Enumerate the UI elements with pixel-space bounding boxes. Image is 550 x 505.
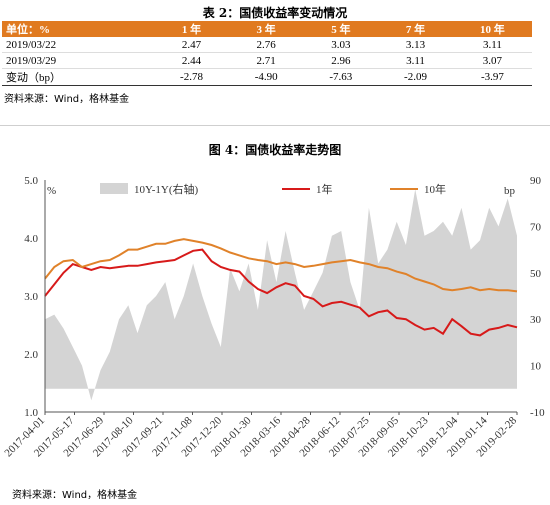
table-row: 2019/03/29 2.44 2.71 2.96 3.11 3.07	[2, 52, 532, 69]
table-row: 2019/03/22 2.47 2.76 3.03 3.13 3.11	[2, 37, 532, 53]
table-cell: -7.63	[303, 68, 379, 86]
left-tick-label: 5.0	[24, 175, 38, 187]
chart-title: 图 4：国债收益率走势图	[208, 143, 342, 157]
table-cell: 2.44	[154, 52, 229, 69]
header-cell: 3 年	[228, 21, 304, 37]
header-cell: 单位：%	[2, 21, 155, 37]
header-cell: 5 年	[303, 21, 379, 37]
table-cell: 2.71	[228, 52, 304, 69]
header-cell: 10 年	[452, 21, 532, 37]
right-tick-label: 70	[530, 221, 542, 233]
series-line	[44, 248, 518, 337]
right-tick-label: -10	[530, 407, 545, 419]
left-tick-label: 4.0	[24, 233, 38, 245]
table-cell: -2.09	[378, 68, 453, 86]
header-cell: 7 年	[378, 21, 453, 37]
left-unit-label: %	[47, 185, 56, 197]
table-cell: 3.13	[378, 37, 453, 53]
legend-label: 10Y-1Y(右轴)	[134, 182, 198, 196]
yield-chart: 1.02.03.04.05.0%-101030507090bp2017-04-0…	[2, 175, 545, 459]
table-cell: 2.96	[303, 52, 379, 69]
table-cell: 3.07	[452, 52, 532, 69]
spread-area	[45, 189, 517, 401]
left-tick-label: 1.0	[24, 407, 38, 419]
table-row: 变动（bp） -2.78 -4.90 -7.63 -2.09 -3.97	[2, 68, 532, 86]
right-tick-label: 10	[530, 361, 542, 373]
right-unit-label: bp	[504, 185, 516, 197]
table-cell: 2.47	[154, 37, 229, 53]
table-source: 资料来源：Wind，格林基金	[4, 94, 130, 105]
table-header-row: 单位：% 1 年 3 年 5 年 7 年 10 年	[2, 21, 532, 37]
table-cell: 变动（bp）	[2, 68, 155, 86]
right-tick-label: 30	[530, 314, 542, 326]
table-cell: 3.11	[378, 52, 453, 69]
right-tick-label: 50	[530, 268, 542, 280]
divider	[0, 125, 550, 126]
legend-swatch	[100, 183, 128, 194]
yield-change-table: 单位：% 1 年 3 年 5 年 7 年 10 年 2019/03/22 2.4…	[2, 21, 532, 86]
table-cell: 2019/03/29	[2, 52, 155, 69]
table-cell: 3.11	[452, 37, 532, 53]
table-cell: -2.78	[154, 68, 229, 86]
table-cell: -4.90	[228, 68, 304, 86]
right-tick-label: 90	[530, 175, 542, 187]
chart-source: 资料来源：Wind，格林基金	[12, 490, 138, 501]
table-cell: 2019/03/22	[2, 37, 155, 53]
table-cell: 3.03	[303, 37, 379, 53]
legend-label: 1年	[316, 182, 333, 196]
left-tick-label: 2.0	[24, 349, 38, 361]
legend-label: 10年	[424, 182, 446, 196]
header-cell: 1 年	[154, 21, 229, 37]
table-cell: 2.76	[228, 37, 304, 53]
table-cell: -3.97	[452, 68, 532, 86]
left-tick-label: 3.0	[24, 291, 38, 303]
series-line	[44, 238, 518, 293]
table-title: 表 2：国债收益率变动情况	[202, 6, 348, 20]
